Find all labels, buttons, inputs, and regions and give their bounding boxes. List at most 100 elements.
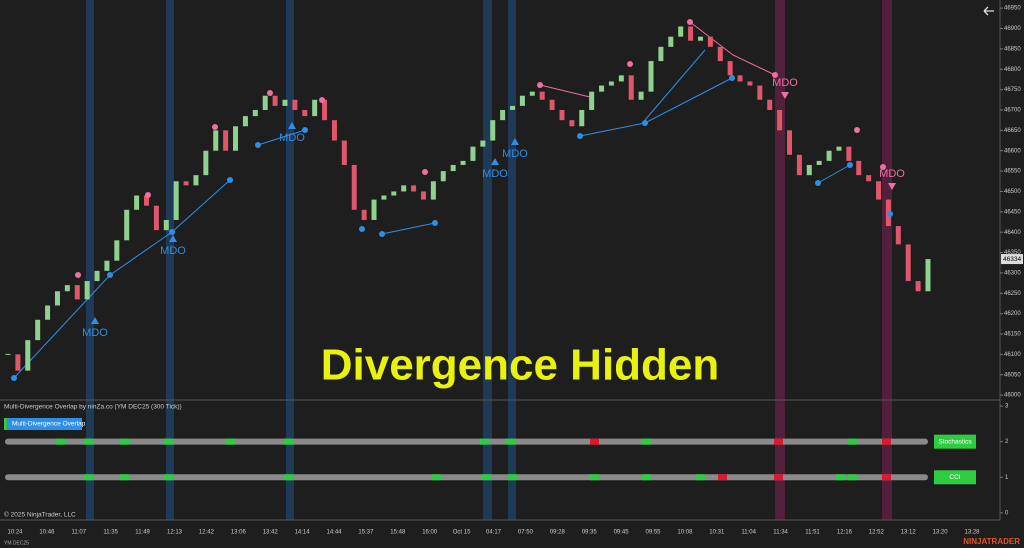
divergence-line <box>539 84 591 98</box>
candle <box>163 219 169 231</box>
x-tick-label: 13:28 <box>964 530 980 536</box>
y-tick-label: 46050 <box>1004 372 1021 378</box>
x-tick-label: 11:34 <box>773 530 788 536</box>
candle <box>747 81 753 86</box>
x-tick-label: 14:14 <box>295 530 311 536</box>
candle <box>401 185 407 192</box>
candle <box>787 130 793 155</box>
x-tick-label: 13:12 <box>901 530 917 536</box>
candle <box>292 99 298 110</box>
candle <box>124 209 130 241</box>
pivot-dot <box>577 133 583 139</box>
last-price-box <box>1001 254 1023 265</box>
row-label-box <box>934 434 976 449</box>
band <box>166 0 174 520</box>
y-tick-label: 46950 <box>1004 6 1021 12</box>
candle <box>816 160 822 165</box>
back-button[interactable] <box>983 6 994 16</box>
x-tick-label: 12:13 <box>167 530 183 536</box>
pivot-dot <box>729 75 735 81</box>
x-tick-label: 11:51 <box>805 530 820 536</box>
candle <box>549 99 555 110</box>
x-tick-label: 12:42 <box>199 530 215 536</box>
candle <box>411 185 417 192</box>
copyright: © 2025 NinjaTrader, LLC <box>4 511 76 519</box>
candle <box>282 99 288 106</box>
candle <box>391 191 397 196</box>
last-price-label: 46334 <box>1003 256 1021 263</box>
signal <box>590 438 599 445</box>
marker-label: MDO <box>879 168 905 180</box>
marker-label: MDO <box>502 148 528 160</box>
pivot-dot <box>880 164 886 170</box>
indicator-button[interactable] <box>4 418 82 430</box>
candle <box>143 195 149 206</box>
signal <box>56 438 65 445</box>
candle <box>381 195 387 200</box>
candle <box>905 244 911 282</box>
marker-arrow <box>781 92 789 99</box>
candle <box>341 140 347 165</box>
x-tick-label: 09:45 <box>614 530 630 536</box>
candle <box>114 240 120 261</box>
y-tick-label: 46250 <box>1004 291 1021 297</box>
candle <box>599 85 605 92</box>
candle <box>895 226 901 245</box>
candle <box>658 46 664 62</box>
pivot-dot <box>11 375 17 381</box>
brand: NINJATRADER <box>963 537 1020 546</box>
candle <box>806 164 812 176</box>
x-tick-label: 15:48 <box>390 530 406 536</box>
candle <box>737 75 743 82</box>
signal <box>120 474 129 481</box>
signal <box>848 438 857 445</box>
x-tick-label: 10:31 <box>709 530 725 536</box>
candle <box>233 126 239 151</box>
candle <box>777 109 783 131</box>
pivot-dot <box>854 127 860 133</box>
marker-arrow <box>91 317 99 324</box>
signal <box>482 474 491 481</box>
candle <box>707 36 713 47</box>
candle <box>460 160 466 165</box>
pivot-dot <box>815 180 821 186</box>
y-tick-label: 3 <box>1005 404 1009 410</box>
marker-label: MDO <box>772 77 798 89</box>
band <box>882 0 892 520</box>
x-tick-label: 12:16 <box>837 530 853 536</box>
indicator-title: Multi-Divergence Overlap by ninZa.co (YM… <box>4 404 182 411</box>
y-tick-label: 1 <box>1005 475 1009 481</box>
candle <box>519 95 525 106</box>
candle <box>104 260 110 271</box>
pivot-dot <box>302 127 308 133</box>
candle <box>539 91 545 100</box>
candle <box>915 281 921 292</box>
band <box>508 0 516 520</box>
signal <box>774 438 783 445</box>
signal <box>284 438 293 445</box>
y-tick-label: 46450 <box>1004 209 1021 215</box>
candle <box>480 140 486 147</box>
candle <box>262 95 268 110</box>
x-tick-label: 13:06 <box>231 530 247 536</box>
pivot-dot <box>319 97 325 103</box>
signal <box>480 438 489 445</box>
pivot-dot <box>107 272 113 278</box>
divergence-line <box>381 222 436 235</box>
signal <box>508 474 517 481</box>
candle <box>589 91 595 110</box>
candle <box>84 281 90 300</box>
x-tick-label: 11:35 <box>103 530 118 536</box>
x-tick-label: 13:42 <box>263 530 279 536</box>
marker-arrow <box>511 138 519 145</box>
candle <box>54 291 60 306</box>
candle <box>302 109 308 117</box>
pivot-dot <box>772 72 778 78</box>
candle <box>688 26 694 41</box>
candle <box>25 340 31 371</box>
x-tick-label: 09:28 <box>550 530 566 536</box>
x-tick-label: 04:17 <box>486 530 502 536</box>
pivot-dot <box>359 226 365 232</box>
y-tick-label: 46700 <box>1004 108 1021 114</box>
marker-arrow <box>169 235 177 242</box>
